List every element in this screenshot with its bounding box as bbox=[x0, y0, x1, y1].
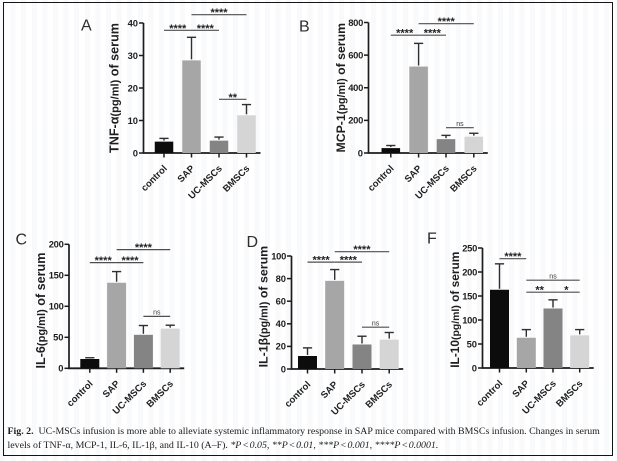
svg-text:800: 800 bbox=[348, 17, 363, 28]
svg-text:ns: ns bbox=[456, 121, 464, 128]
svg-text:SAP: SAP bbox=[319, 379, 341, 401]
svg-text:60: 60 bbox=[276, 296, 286, 307]
svg-text:**: ** bbox=[535, 285, 544, 297]
svg-text:20: 20 bbox=[276, 341, 286, 352]
svg-text:ns: ns bbox=[549, 273, 557, 280]
svg-text:****: **** bbox=[135, 242, 153, 254]
svg-text:ns: ns bbox=[153, 310, 161, 317]
svg-text:10: 10 bbox=[128, 115, 138, 126]
svg-text:BMSCs: BMSCs bbox=[448, 163, 479, 194]
svg-text:****: **** bbox=[340, 255, 358, 267]
svg-text:IL-1β(pg/ml) of serum: IL-1β(pg/ml) of serum bbox=[257, 246, 271, 368]
svg-text:****: **** bbox=[121, 255, 139, 267]
svg-text:0: 0 bbox=[133, 147, 138, 158]
svg-text:****: **** bbox=[210, 7, 228, 19]
svg-text:IL-10(pg/ml) of serum: IL-10(pg/ml) of serum bbox=[448, 252, 462, 368]
svg-text:BMSCs: BMSCs bbox=[554, 378, 585, 409]
svg-text:****: **** bbox=[396, 28, 414, 40]
svg-text:BMSCs: BMSCs bbox=[364, 379, 395, 410]
svg-text:200: 200 bbox=[348, 115, 363, 126]
svg-text:250: 250 bbox=[462, 242, 477, 253]
svg-text:****: **** bbox=[504, 251, 522, 263]
svg-text:50: 50 bbox=[467, 338, 477, 349]
svg-text:B: B bbox=[299, 19, 310, 36]
svg-text:BMSCs: BMSCs bbox=[221, 163, 252, 194]
svg-text:0: 0 bbox=[358, 147, 363, 158]
svg-text:50: 50 bbox=[53, 332, 63, 343]
svg-text:A: A bbox=[81, 18, 92, 35]
svg-text:****: **** bbox=[353, 244, 371, 256]
svg-text:200: 200 bbox=[462, 266, 477, 277]
svg-text:control: control bbox=[139, 163, 170, 194]
svg-text:40: 40 bbox=[276, 318, 286, 329]
svg-text:80: 80 bbox=[276, 273, 286, 284]
svg-text:100: 100 bbox=[49, 301, 64, 312]
svg-text:TNF-α(pg/ml) of serum: TNF-α(pg/ml) of serum bbox=[108, 23, 122, 153]
svg-text:30: 30 bbox=[128, 50, 138, 61]
svg-text:****: **** bbox=[438, 16, 456, 28]
svg-text:F: F bbox=[427, 231, 437, 248]
svg-text:SAP: SAP bbox=[101, 378, 123, 400]
svg-text:100: 100 bbox=[462, 314, 477, 325]
svg-text:150: 150 bbox=[462, 290, 477, 301]
svg-text:0: 0 bbox=[281, 363, 286, 374]
svg-text:SAP: SAP bbox=[510, 378, 532, 400]
svg-text:MCP-1(pg/ml) of serum: MCP-1(pg/ml) of serum bbox=[334, 23, 348, 153]
svg-text:ns: ns bbox=[372, 320, 380, 327]
svg-text:**: ** bbox=[228, 92, 237, 104]
svg-text:control: control bbox=[283, 379, 314, 410]
svg-text:****: **** bbox=[424, 28, 442, 40]
svg-text:100: 100 bbox=[271, 250, 286, 261]
svg-text:BMSCs: BMSCs bbox=[145, 379, 176, 410]
svg-text:150: 150 bbox=[49, 270, 64, 281]
svg-text:D: D bbox=[247, 234, 259, 251]
svg-text:control: control bbox=[366, 163, 397, 194]
svg-text:****: **** bbox=[197, 23, 215, 35]
svg-text:SAP: SAP bbox=[403, 163, 425, 185]
svg-text:****: **** bbox=[95, 255, 113, 267]
svg-text:IL-6(pg/ml) of serum: IL-6(pg/ml) of serum bbox=[34, 253, 48, 369]
svg-text:200: 200 bbox=[49, 239, 64, 250]
svg-text:control: control bbox=[65, 379, 96, 410]
svg-text:400: 400 bbox=[348, 82, 363, 93]
svg-text:control: control bbox=[475, 378, 506, 409]
svg-text:****: **** bbox=[169, 23, 187, 35]
svg-text:0: 0 bbox=[58, 363, 63, 374]
svg-text:****: **** bbox=[313, 255, 331, 267]
svg-text:*: * bbox=[564, 285, 569, 297]
svg-text:40: 40 bbox=[128, 17, 138, 28]
svg-text:600: 600 bbox=[348, 49, 363, 60]
svg-text:20: 20 bbox=[128, 82, 138, 93]
svg-text:SAP: SAP bbox=[176, 163, 198, 185]
svg-text:0: 0 bbox=[472, 362, 477, 373]
svg-text:C: C bbox=[16, 231, 28, 248]
